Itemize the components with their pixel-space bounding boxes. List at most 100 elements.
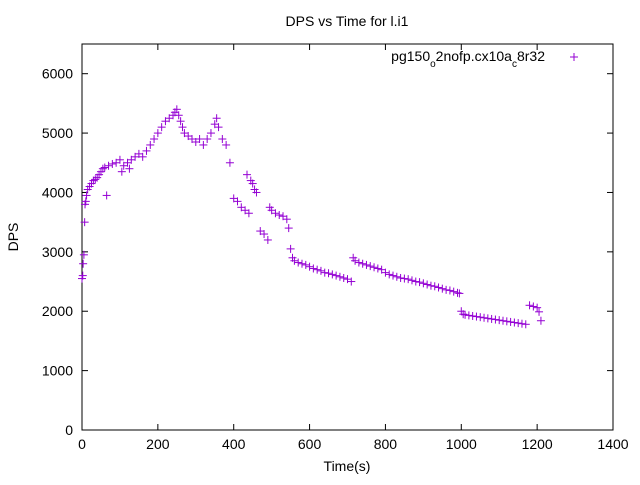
data-point	[242, 170, 251, 179]
data-point	[347, 277, 356, 286]
data-point	[449, 287, 458, 296]
data-point	[248, 179, 257, 188]
data-point	[404, 275, 413, 284]
data-point	[400, 274, 409, 283]
data-point	[461, 310, 470, 319]
data-point	[117, 167, 126, 176]
data-point	[434, 283, 443, 292]
data-point	[476, 313, 485, 322]
y-axis-label: DPS	[5, 223, 21, 252]
data-point	[453, 288, 462, 297]
data-point	[284, 224, 293, 233]
data-point	[82, 191, 91, 200]
data-point	[290, 256, 299, 265]
data-point	[125, 164, 134, 173]
plot-frame	[81, 43, 614, 431]
data-point	[438, 284, 447, 293]
data-point	[138, 152, 147, 161]
data-point	[468, 311, 477, 320]
data-point	[506, 317, 515, 326]
data-point	[263, 235, 272, 244]
y-axis: 0 1000 2000 3000 4000 5000 6000	[42, 66, 613, 438]
data-point	[78, 271, 87, 280]
data-point	[455, 289, 464, 298]
data-point	[332, 271, 341, 280]
data-point	[104, 161, 113, 170]
data-point	[426, 281, 435, 290]
data-point	[521, 320, 530, 329]
data-point	[354, 258, 363, 267]
data-point	[529, 302, 538, 311]
data-point	[305, 262, 314, 271]
x-tick-label: 800	[374, 436, 398, 452]
data-point	[491, 315, 500, 324]
data-point	[252, 188, 261, 197]
data-point	[339, 273, 348, 282]
data-point	[373, 264, 382, 273]
data-point	[150, 135, 159, 144]
x-tick-label: 200	[146, 436, 170, 452]
data-point	[199, 140, 208, 149]
x-tick-label: 600	[298, 436, 322, 452]
data-points	[78, 105, 545, 329]
data-point	[423, 280, 432, 289]
data-point	[517, 319, 526, 328]
data-point	[214, 123, 223, 132]
data-point	[385, 270, 394, 279]
data-point	[108, 159, 117, 168]
data-point	[366, 262, 375, 271]
data-point	[459, 310, 468, 319]
data-point	[218, 135, 227, 144]
x-axis: 0 200 400 600 800 1000 1200 1400	[78, 44, 629, 452]
data-point	[80, 218, 89, 227]
legend-label: pg150o2nofp.cx10ac8r32	[391, 48, 545, 70]
data-point	[206, 129, 215, 138]
data-point	[195, 135, 204, 144]
data-point	[294, 258, 303, 267]
legend-subscript: o	[430, 59, 436, 70]
data-point	[172, 105, 181, 114]
y-tick-label: 2000	[42, 303, 73, 319]
data-point	[411, 277, 420, 286]
data-point	[286, 244, 295, 253]
y-tick-label: 5000	[42, 125, 73, 141]
data-point	[407, 276, 416, 285]
data-point	[445, 286, 454, 295]
data-point	[244, 209, 253, 218]
data-point	[260, 230, 269, 239]
legend-marker	[570, 53, 578, 61]
data-point	[153, 129, 162, 138]
data-point	[370, 263, 379, 272]
data-point	[203, 135, 212, 144]
data-point	[525, 301, 534, 310]
x-tick-label: 1400	[597, 436, 628, 452]
data-point	[495, 316, 504, 325]
data-point	[480, 313, 489, 322]
legend-text: 2nofp.cx10a	[436, 48, 512, 64]
data-point	[271, 209, 280, 218]
data-point	[502, 317, 511, 326]
data-point	[178, 123, 187, 132]
legend-marker-symbol	[570, 53, 578, 61]
chart-title: DPS vs Time for l.i1	[286, 13, 409, 29]
data-point	[115, 155, 124, 164]
data-point	[392, 272, 401, 281]
x-tick-label: 1000	[446, 436, 477, 452]
x-tick-label: 1200	[522, 436, 553, 452]
x-tick-label: 0	[78, 436, 86, 452]
data-point	[472, 312, 481, 321]
data-point	[222, 140, 231, 149]
y-tick-label: 1000	[42, 363, 73, 379]
data-point	[415, 278, 424, 287]
y-tick-label: 6000	[42, 66, 73, 82]
data-point	[535, 307, 544, 316]
data-point	[316, 266, 325, 275]
legend: pg150o2nofp.cx10ac8r32	[391, 48, 578, 70]
data-point	[81, 197, 90, 206]
data-point	[79, 259, 88, 268]
data-point	[419, 279, 428, 288]
data-point	[301, 260, 310, 269]
legend-subscript: c	[512, 59, 517, 70]
data-point	[100, 163, 109, 172]
